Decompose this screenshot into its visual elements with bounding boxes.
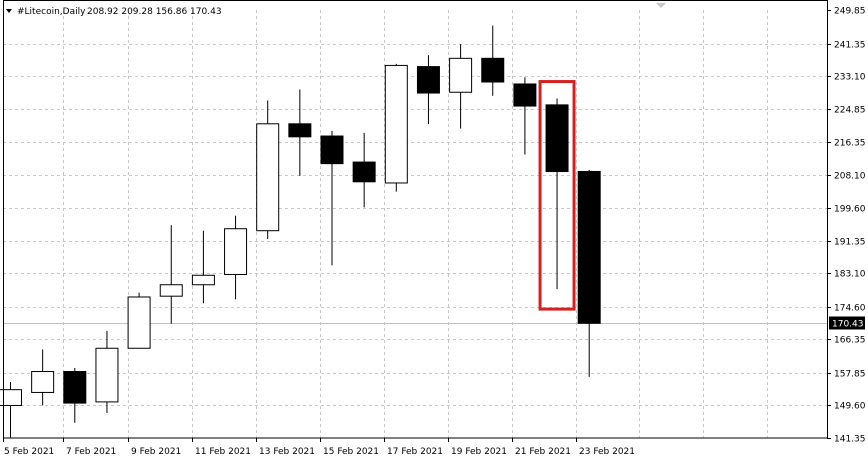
candle-body-bearish [481, 57, 505, 83]
chart-header: #Litecoin,Daily 208.92 209.28 156.86 170… [6, 3, 666, 17]
y-tick-label: 166.35 [834, 336, 866, 346]
candle-body-bearish [352, 161, 376, 183]
symbol-period-label: #Litecoin,Daily [17, 7, 86, 17]
x-tick-label: 11 Feb 2021 [195, 447, 251, 457]
candle-body-bullish [256, 123, 280, 232]
candle [95, 330, 119, 413]
candle [127, 292, 151, 349]
candle-body-bearish [63, 371, 87, 404]
candle-body-bearish [288, 123, 312, 138]
axes: 249.85 241.35 233.10 224.85 216.35 208.10 199.… [3, 0, 866, 457]
candle-body-bearish [416, 66, 440, 94]
x-tick-label: 17 Feb 2021 [387, 447, 443, 457]
candle-body-bearish [545, 104, 569, 173]
y-tick-label: 149.60 [834, 402, 866, 412]
highlight-box [538, 80, 576, 311]
x-tick-label: 9 Feb 2021 [131, 447, 181, 457]
candle [320, 130, 344, 266]
x-tick-label: 15 Feb 2021 [323, 447, 379, 457]
candle [224, 215, 248, 300]
candle [481, 25, 505, 96]
x-tick-label: 5 Feb 2021 [4, 447, 54, 457]
candle [545, 98, 569, 290]
y-tick-label: 183.10 [834, 270, 866, 280]
candle-body-bullish [191, 274, 215, 286]
candle [63, 367, 87, 423]
candle [256, 100, 280, 239]
candle-body-bullish [127, 296, 151, 349]
candle [191, 230, 215, 304]
candle [159, 225, 183, 324]
y-tick-label: 249.85 [834, 7, 866, 17]
candle-body-bullish [224, 228, 248, 275]
candle-body-bullish [449, 57, 473, 93]
candle [31, 349, 55, 406]
y-tick-label: 141.35 [834, 435, 866, 445]
y-tick-label: 174.60 [834, 304, 866, 314]
candle [352, 132, 376, 208]
candle [513, 77, 537, 155]
candle [577, 170, 601, 377]
y-tick-label: 224.85 [834, 106, 866, 116]
candle-body-bearish [320, 135, 344, 165]
candle-body-bullish [95, 347, 119, 403]
symbol-dropdown-arrow-icon[interactable] [6, 9, 12, 13]
candle-body-bearish [513, 83, 537, 107]
x-tick-label: 23 Feb 2021 [579, 447, 635, 457]
candles [0, 25, 601, 438]
ohlc-values: 208.92 209.28 156.86 170.43 [87, 7, 222, 17]
candle-body-bullish [0, 389, 22, 406]
candle [449, 44, 473, 129]
x-tick-label: 21 Feb 2021 [515, 447, 571, 457]
x-tick-label: 13 Feb 2021 [259, 447, 315, 457]
y-tick-label: 241.35 [834, 41, 866, 51]
candle-body-bearish [577, 170, 601, 324]
grid [3, 10, 827, 438]
y-tick-label: 199.60 [834, 205, 866, 215]
candle [384, 63, 408, 192]
candle-body-bullish [159, 284, 183, 297]
current-price-label: 170.43 [829, 316, 865, 330]
plot-frame [3, 0, 828, 439]
scroll-marker-icon [656, 3, 666, 8]
candle-body-bullish [384, 64, 408, 184]
y-tick-label: 208.10 [834, 172, 866, 182]
y-tick-label: 191.35 [834, 238, 866, 248]
x-tick-label: 19 Feb 2021 [451, 447, 507, 457]
candle-body-bullish [31, 371, 55, 393]
y-tick-label: 216.35 [834, 139, 866, 149]
candle [288, 89, 312, 176]
current-price-label-text: 170.43 [832, 320, 864, 330]
current-price-label-bg [829, 316, 865, 330]
candle [416, 55, 440, 125]
highlight-box-layer [538, 80, 576, 311]
y-tick-label: 233.10 [834, 73, 866, 83]
y-tick-label: 157.85 [834, 370, 866, 380]
candle [0, 382, 22, 438]
x-tick-label: 7 Feb 2021 [66, 447, 116, 457]
